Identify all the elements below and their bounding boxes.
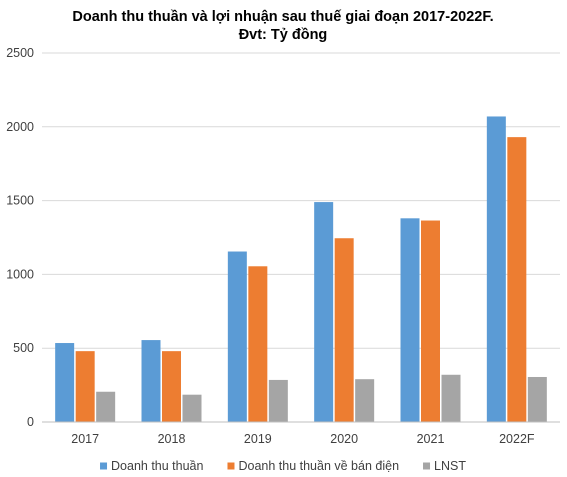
bar-lnst-2022F xyxy=(527,376,547,422)
bar-doanh-thu-thuần-về-bán-điện-2020 xyxy=(334,238,354,422)
gridlines xyxy=(42,52,560,349)
bar-lnst-2019 xyxy=(268,379,288,422)
bar-lnst-2017 xyxy=(96,391,116,422)
legend-label: Doanh thu thuần về bán điện xyxy=(238,459,399,473)
y-tick-label: 2500 xyxy=(6,46,34,60)
bar-doanh-thu-thuần-về-bán-điện-2018 xyxy=(162,351,181,422)
bar-doanh-thu-thuần-2019 xyxy=(227,251,247,422)
x-tick-label: 2018 xyxy=(158,432,186,446)
bar-doanh-thu-thuần-2018 xyxy=(141,340,161,422)
bar-doanh-thu-thuần-2017 xyxy=(55,343,75,422)
y-tick-label: 0 xyxy=(27,415,34,429)
x-tick-label: 2017 xyxy=(71,432,99,446)
bars xyxy=(55,116,547,422)
bar-doanh-thu-thuần-về-bán-điện-2021 xyxy=(421,220,440,422)
x-tick-label: 2022F xyxy=(499,432,535,446)
bar-lnst-2021 xyxy=(441,374,461,422)
x-axis-tick-labels: 2017 2018 2019 2020 2021 2022F xyxy=(71,432,535,446)
chart-title: Doanh thu thuần và lợi nhuận sau thuế gi… xyxy=(72,9,493,25)
bar-lnst-2020 xyxy=(355,379,375,422)
bar-doanh-thu-thuần-2020 xyxy=(314,202,334,422)
bar-doanh-thu-thuần-về-bán-điện-2022F xyxy=(507,137,527,422)
y-tick-label: 1500 xyxy=(6,194,34,208)
bar-doanh-thu-thuần-về-bán-điện-2019 xyxy=(248,266,268,422)
legend-label: LNST xyxy=(434,459,466,473)
y-axis-tick-labels: 0 500 1000 1500 2000 2500 xyxy=(6,46,34,429)
bar-lnst-2018 xyxy=(182,394,202,422)
bar-doanh-thu-thuần-2022F xyxy=(486,116,506,422)
legend-swatch xyxy=(423,462,431,470)
y-tick-label: 1000 xyxy=(6,267,34,281)
legend-swatch xyxy=(100,462,108,470)
legend-swatch xyxy=(227,462,235,470)
x-tick-label: 2021 xyxy=(417,432,445,446)
bar-doanh-thu-thuần-về-bán-điện-2017 xyxy=(75,351,95,422)
legend: Doanh thu thuần Doanh thu thuần về bán đi… xyxy=(100,459,466,473)
chart-subtitle: Đvt: Tỷ đồng xyxy=(239,27,328,43)
bar-doanh-thu-thuần-2021 xyxy=(400,218,420,422)
y-tick-label: 500 xyxy=(13,341,34,355)
x-tick-label: 2020 xyxy=(330,432,358,446)
legend-label: Doanh thu thuần xyxy=(111,459,203,473)
x-tick-label: 2019 xyxy=(244,432,272,446)
y-tick-label: 2000 xyxy=(6,120,34,134)
